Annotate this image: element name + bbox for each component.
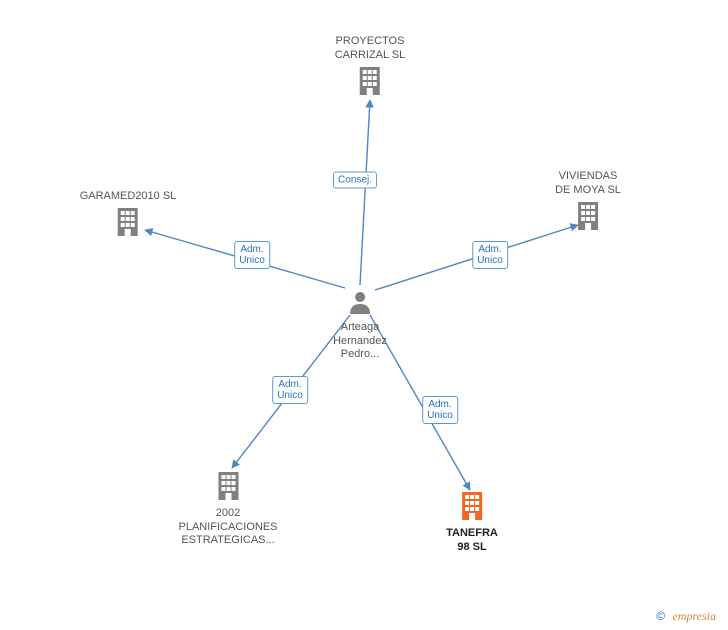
center-person-node[interactable]: Arteaga Hernandez Pedro... xyxy=(333,290,387,362)
edge-label: Consej. xyxy=(333,172,377,189)
edge-label: Adm. Unico xyxy=(234,241,270,269)
building-icon xyxy=(215,470,241,505)
edge-label: Adm. Unico xyxy=(272,376,308,404)
edge-label: Adm. Unico xyxy=(422,396,458,424)
watermark: © empresia xyxy=(656,609,716,624)
center-node-label: Arteaga Hernandez Pedro... xyxy=(333,321,387,362)
building-icon xyxy=(575,200,601,235)
company-node-planificaciones[interactable]: 2002 PLANIFICACIONES ESTRATEGICAS... xyxy=(178,470,277,548)
brand-name: empresia xyxy=(672,609,716,623)
edge-line xyxy=(360,100,370,285)
edge-label: Adm. Unico xyxy=(472,241,508,269)
company-node-label: 2002 PLANIFICACIONES ESTRATEGICAS... xyxy=(178,507,277,548)
copyright-symbol: © xyxy=(656,609,665,623)
company-node-tanefra[interactable]: TANEFRA 98 SL xyxy=(446,490,498,554)
building-icon xyxy=(459,490,485,525)
company-node-viviendas[interactable]: VIVIENDAS DE MOYA SL xyxy=(555,170,621,234)
company-node-label: PROYECTOS CARRIZAL SL xyxy=(335,35,406,63)
company-node-garamed[interactable]: GARAMED2010 SL xyxy=(80,190,177,241)
building-icon xyxy=(357,65,383,100)
company-node-label: VIVIENDAS DE MOYA SL xyxy=(555,170,621,198)
building-icon xyxy=(115,206,141,241)
person-icon xyxy=(349,290,371,319)
company-node-label: TANEFRA 98 SL xyxy=(446,527,498,555)
network-diagram: Consej. Adm. Unico Adm. Unico Adm. Unico Adm… xyxy=(0,0,728,630)
company-node-label: GARAMED2010 SL xyxy=(80,190,177,204)
company-node-proyectos[interactable]: PROYECTOS CARRIZAL SL xyxy=(335,35,406,99)
